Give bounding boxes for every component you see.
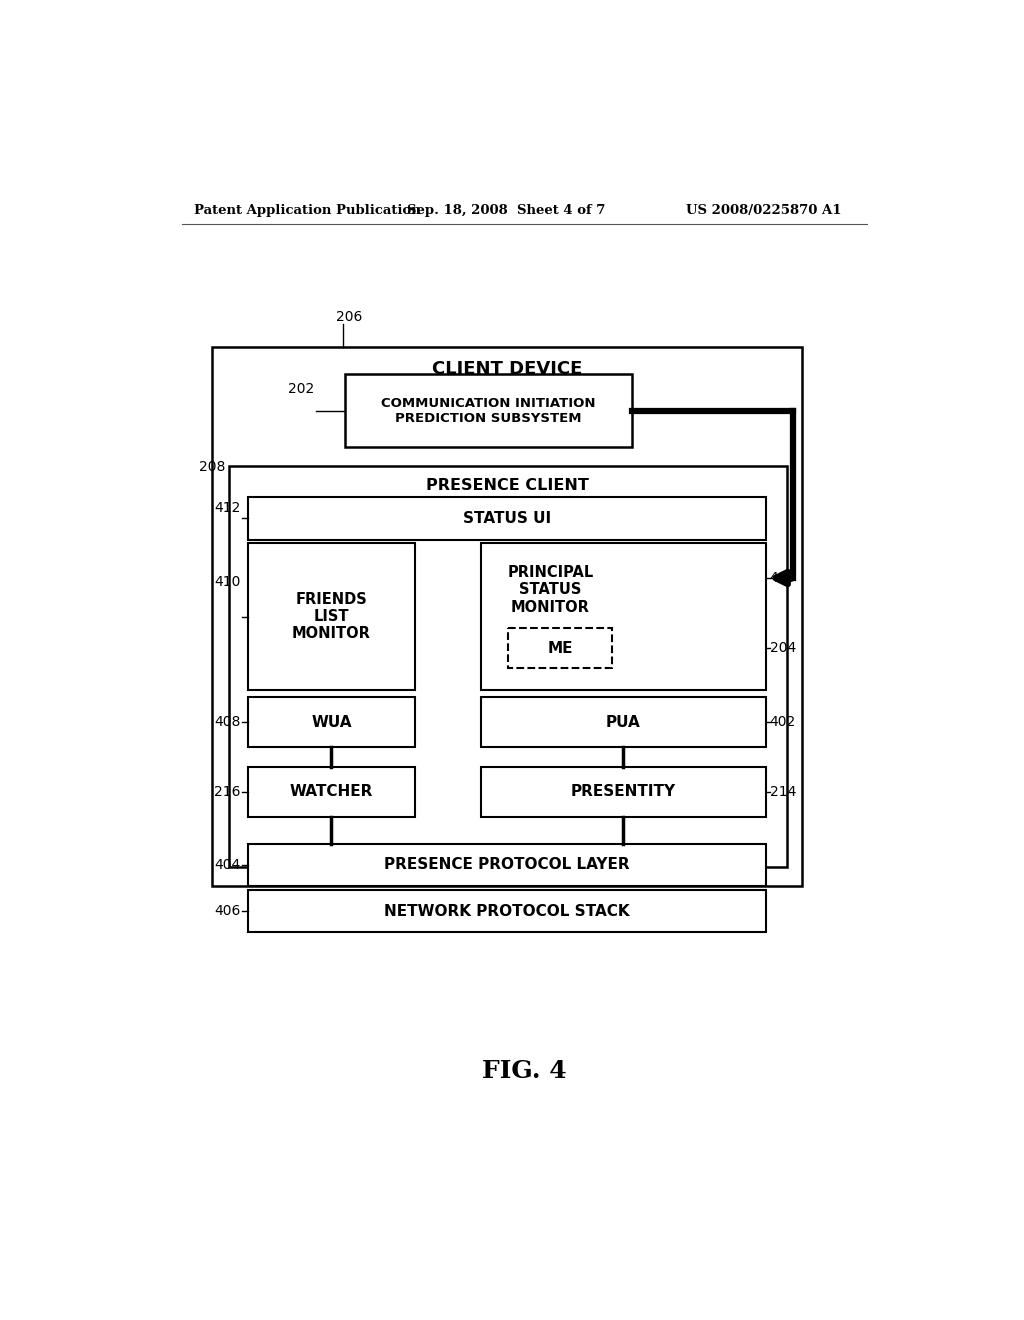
Text: COMMUNICATION INITIATION
PREDICTION SUBSYSTEM: COMMUNICATION INITIATION PREDICTION SUBS…: [381, 396, 596, 425]
Bar: [248, 767, 415, 817]
Text: PRESENTITY: PRESENTITY: [570, 784, 676, 799]
Text: 214: 214: [770, 784, 796, 799]
Text: PUA: PUA: [606, 715, 641, 730]
Bar: [248, 697, 415, 747]
Text: PRESENCE CLIENT: PRESENCE CLIENT: [426, 478, 589, 494]
Text: 412: 412: [214, 502, 241, 515]
Text: 404: 404: [214, 858, 241, 873]
Text: ME: ME: [547, 640, 572, 656]
Text: Patent Application Publication: Patent Application Publication: [194, 205, 421, 218]
Text: 406: 406: [214, 904, 241, 919]
Bar: [480, 544, 766, 689]
Text: 208: 208: [199, 461, 225, 474]
Bar: [228, 466, 786, 867]
Text: PRINCIPAL
STATUS
MONITOR: PRINCIPAL STATUS MONITOR: [507, 565, 594, 615]
Text: Sep. 18, 2008  Sheet 4 of 7: Sep. 18, 2008 Sheet 4 of 7: [407, 205, 605, 218]
Bar: [480, 767, 766, 817]
Bar: [345, 374, 632, 447]
Text: 402: 402: [770, 715, 796, 730]
Bar: [508, 628, 612, 668]
Bar: [480, 697, 766, 747]
Text: WUA: WUA: [311, 715, 351, 730]
Bar: [248, 498, 766, 540]
Text: 204: 204: [770, 642, 796, 655]
Bar: [248, 890, 766, 932]
Text: FRIENDS
LIST
MONITOR: FRIENDS LIST MONITOR: [292, 591, 371, 642]
Text: 408: 408: [214, 715, 241, 730]
Text: PRESENCE PROTOCOL LAYER: PRESENCE PROTOCOL LAYER: [384, 858, 630, 873]
Text: 400: 400: [770, 572, 796, 585]
Text: 410: 410: [214, 576, 241, 589]
Bar: [248, 544, 415, 689]
Text: 206: 206: [336, 310, 362, 323]
Text: NETWORK PROTOCOL STACK: NETWORK PROTOCOL STACK: [384, 904, 630, 919]
Text: FIG. 4: FIG. 4: [482, 1059, 567, 1082]
Text: US 2008/0225870 A1: US 2008/0225870 A1: [686, 205, 842, 218]
Bar: [212, 347, 802, 886]
Text: WATCHER: WATCHER: [290, 784, 373, 799]
Bar: [248, 843, 766, 886]
Text: CLIENT DEVICE: CLIENT DEVICE: [432, 359, 583, 378]
Text: 202: 202: [288, 383, 314, 396]
Text: 216: 216: [214, 784, 241, 799]
Text: STATUS UI: STATUS UI: [463, 511, 551, 525]
